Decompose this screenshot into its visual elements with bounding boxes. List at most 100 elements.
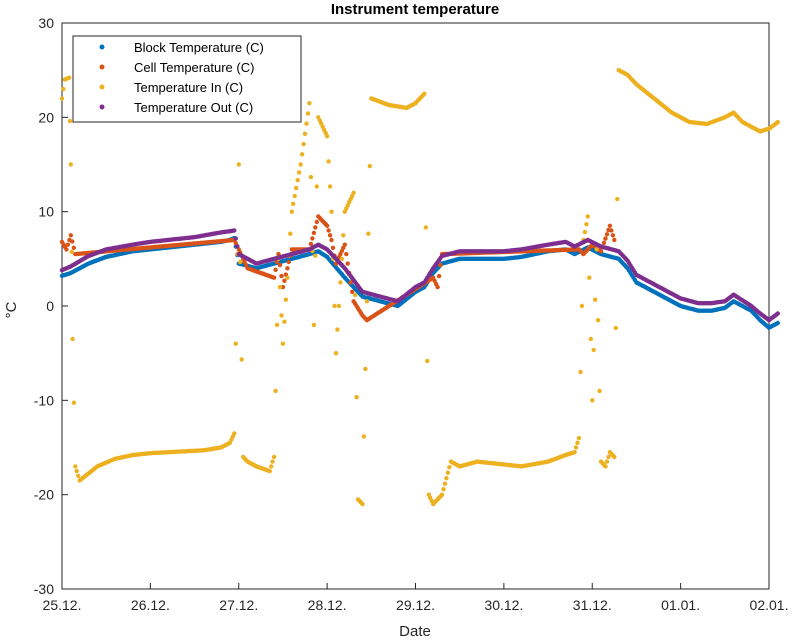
x-tick-label: 30.12. [484,597,523,613]
legend-label: Temperature Out (C) [134,100,253,115]
data-point [341,233,346,238]
data-point [594,247,599,252]
data-point [352,292,358,298]
data-point [598,249,604,254]
data-point [335,327,340,332]
data-point [606,454,611,460]
data-point [609,228,614,233]
data-point [73,464,78,469]
data-point [613,325,618,331]
legend: Block Temperature (C) Cell Temperature (C… [72,35,302,123]
data-point [593,297,598,302]
data-point [585,214,590,219]
data-point [587,275,592,280]
data-point [295,178,300,183]
y-tick-label: 0 [46,298,54,314]
data-point [289,209,294,214]
legend-label: Block Temperature (C) [134,40,264,55]
series-3 [59,68,780,507]
data-point [326,228,331,233]
data-point [285,266,290,271]
data-point [582,229,588,235]
series-4 [59,228,780,323]
chart-ticks: 25.12. 26.12. 27.12. 28.12. 29.12. 30.12. 31.1… [34,15,789,613]
data-point [425,358,430,364]
data-point [364,299,370,304]
data-point [324,223,330,228]
data-point [604,459,610,464]
data-point [350,289,355,294]
chart-title: Instrument temperature [331,1,499,18]
data-point [423,225,428,230]
data-point [304,121,309,126]
data-point [292,193,297,199]
data-point [61,86,66,92]
data-point [366,231,371,236]
x-tick-label: 31.12. [573,597,612,613]
data-point [338,280,343,285]
data-point [232,228,237,233]
data-point [68,233,74,238]
data-point [286,259,291,265]
data-point [296,170,302,175]
data-point [324,134,330,139]
data-point [342,242,347,247]
data-point [302,131,308,136]
data-point [273,267,278,272]
x-tick-label: 29.12. [396,597,435,613]
data-point [307,101,312,106]
data-point [327,184,333,189]
legend-marker [99,64,105,70]
data-point [441,487,446,492]
chart-marks [59,68,780,507]
data-point [439,492,445,497]
data-point [333,351,339,356]
data-point [311,230,317,236]
data-point [308,174,314,180]
data-point [271,275,277,280]
data-point [329,209,334,214]
legend-marker [99,104,105,110]
data-point [233,341,238,346]
data-point [267,468,272,474]
data-point [71,245,77,250]
data-point [285,275,290,280]
y-tick-label: 30 [38,15,54,31]
y-axis-label: °C [3,301,20,318]
legend-box [72,35,302,123]
data-point [313,225,318,230]
data-point [59,96,65,101]
data-point [336,303,342,309]
data-point [442,481,448,486]
data-point [274,322,280,328]
legend-label: Cell Temperature (C) [134,60,254,75]
y-tick-label: 10 [38,204,54,220]
data-point [775,311,780,316]
data-point [273,388,278,394]
y-tick-label: -30 [34,581,54,597]
data-point [327,233,333,238]
legend-marker [99,84,105,90]
data-point [310,236,315,241]
data-point [573,445,579,450]
data-point [345,261,350,266]
x-tick-label: 28.12. [308,597,347,613]
data-point [363,366,368,372]
data-point [283,297,289,302]
data-point [588,336,593,342]
data-point [65,242,71,247]
data-point [68,162,74,167]
data-point [326,159,331,164]
data-point [67,118,73,124]
data-point [579,303,585,309]
data-point [235,244,240,249]
data-point [612,237,617,243]
y-tick-label: -20 [34,487,54,503]
data-point [70,336,75,342]
data-point [332,303,337,309]
data-point [422,91,427,97]
data-point [270,459,275,464]
data-point [775,320,780,326]
data-point [575,440,580,445]
data-point [282,278,287,283]
